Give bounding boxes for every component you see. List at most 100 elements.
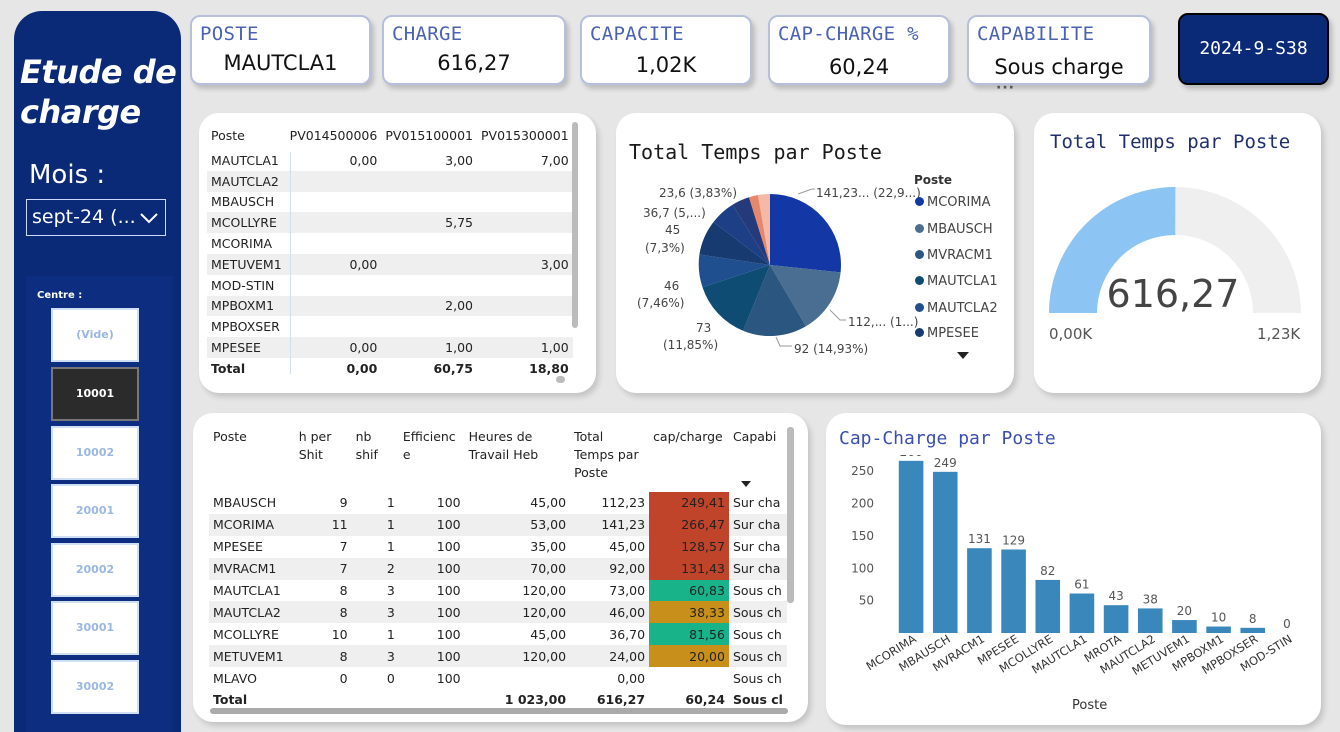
table-cell [477, 171, 573, 192]
bar-value-label: 61 [1074, 578, 1089, 592]
bar-mbausch[interactable] [932, 471, 958, 633]
legend-dot [915, 197, 924, 206]
table-row[interactable]: MAUTCLA2 [207, 170, 573, 192]
table-cell: 120,00 [522, 604, 567, 620]
table-row[interactable]: MAUTCLA1 0,00 3,00 7,00 [207, 150, 573, 171]
table-row[interactable]: MOD-STIN [207, 275, 573, 296]
column-header[interactable]: nb shif [355, 429, 378, 462]
mois-dropdown[interactable]: sept-24 (... [26, 199, 166, 236]
column-header[interactable]: PV015300001 [481, 127, 569, 143]
table-row[interactable]: MAUTCLA1 8 3 100 120,00 73,00 60,83 Sous ch [209, 579, 787, 602]
table-cell: 45,00 [530, 495, 567, 511]
table-row[interactable]: MLAVO 0 0 100 0,00 Sous ch [209, 667, 787, 689]
table-row[interactable]: MBAUSCH [207, 192, 573, 213]
table-row[interactable]: MCORIMA 11 1 100 53,00 141,23 266,47 Sur cha [209, 513, 787, 536]
table-cell: 100 [436, 539, 461, 555]
total-cell: 18,80 [477, 357, 573, 379]
matrix-scrollbar[interactable] [572, 122, 578, 328]
table-cell: 8 [339, 604, 348, 620]
legend-item[interactable]: MAUTCLA1 [915, 274, 998, 289]
gauge-chart[interactable] [1040, 180, 1310, 320]
legend-item[interactable]: MVRACM1 [915, 248, 993, 263]
table-cell: 92,00 [609, 561, 646, 577]
column-header[interactable]: PV015100001 [385, 127, 473, 143]
legend-item[interactable]: MBAUSCH [915, 222, 993, 237]
legend-item[interactable]: MCORIMA [915, 195, 991, 210]
table-cell: 10 [331, 626, 348, 642]
pie-chart[interactable] [690, 185, 850, 345]
legend-label: MBAUSCH [927, 222, 993, 237]
column-header[interactable]: Efficienc e [402, 429, 456, 462]
table-cell: 3 [386, 604, 395, 620]
y-tick-label: 50 [859, 594, 874, 608]
cap-charge-cell: 266,47 [649, 513, 729, 536]
table-cell: 7 [339, 539, 348, 555]
column-header[interactable]: Heures de Travail Heb [468, 429, 539, 462]
legend-dot [915, 328, 924, 337]
table-cell: 0 [386, 670, 395, 686]
legend-item[interactable]: MPESEE [915, 326, 979, 341]
bar-mcorima[interactable] [898, 460, 924, 633]
more-options-icon[interactable]: ··· [996, 80, 1015, 96]
table-row[interactable]: MPBOXM1 2,00 [207, 295, 573, 317]
centre-button[interactable]: 30001 [51, 601, 139, 655]
table-cell [286, 275, 382, 296]
table-cell: 100 [436, 583, 461, 598]
table-row[interactable]: MCOLLYRE 10 1 100 45,00 36,70 81,56 Sous ch [209, 623, 787, 646]
table-cell: 100 [436, 517, 461, 533]
total-cell: Total [209, 689, 295, 711]
bar-mpboxser[interactable] [1240, 627, 1266, 633]
table-row[interactable]: METUVEM1 8 3 100 120,00 24,00 20,00 Sous ch [209, 645, 787, 668]
bar-mrota[interactable] [1103, 605, 1129, 633]
matrix-scroll-handle[interactable] [556, 376, 565, 383]
bar-chart[interactable]: 50100150200250266MCORIMA249MBAUSCH131MVR… [826, 455, 1321, 720]
table-cell: MAUTCLA1 [213, 583, 281, 598]
centre-button[interactable]: 20001 [51, 484, 139, 538]
column-header[interactable]: Total Temps par Poste [574, 429, 639, 480]
column-header[interactable]: h per Shit [298, 429, 332, 462]
table-row[interactable]: MPESEE 7 1 100 35,00 45,00 128,57 Sur cha [209, 535, 787, 558]
bar-mpboxm1[interactable] [1206, 626, 1231, 633]
total-row: Total 1 023,00 616,27 60,24 Sous cl [209, 689, 787, 711]
legend-scroll-down-icon[interactable] [957, 352, 969, 360]
legend-item[interactable]: MAUTCLA2 [915, 301, 998, 316]
bar-mpesee[interactable] [1001, 549, 1026, 633]
table-row[interactable]: MAUTCLA2 8 3 100 120,00 46,00 38,33 Sous ch [209, 601, 787, 624]
column-header[interactable]: PV014500006 [289, 127, 378, 143]
bar-value-label: 249 [934, 456, 957, 470]
table-cell: Sous ch [732, 604, 782, 620]
bar-metuvem1[interactable] [1172, 620, 1197, 633]
bar-mcollyre[interactable] [1035, 579, 1061, 633]
column-header[interactable]: cap/charge [653, 429, 723, 444]
table-row[interactable]: METUVEM1 0,00 3,00 [207, 253, 573, 275]
table-row[interactable]: MPESEE 0,00 1,00 1,00 [207, 337, 573, 358]
table-row[interactable]: MCOLLYRE 5,75 [207, 212, 573, 234]
centre-button[interactable]: 10002 [51, 426, 139, 480]
total-cell: 1 023,00 [464, 689, 571, 711]
table-cell [477, 233, 573, 254]
table-row[interactable]: MCORIMA [207, 233, 573, 254]
centre-button[interactable]: (Vide) [51, 308, 139, 362]
centre-button[interactable]: 20002 [51, 543, 139, 597]
bar-mautcla2[interactable] [1137, 608, 1163, 633]
table-row[interactable]: MBAUSCH 9 1 100 45,00 112,23 249,41 Sur cha [209, 492, 787, 514]
centre-button[interactable]: 30002 [51, 660, 139, 714]
bar-mautcla1[interactable] [1069, 593, 1095, 633]
column-header[interactable]: Poste [211, 127, 245, 143]
detail-scrollbar-vertical[interactable] [787, 427, 794, 603]
column-header[interactable]: Capabi [732, 429, 777, 444]
total-cell: 0,00 [285, 357, 382, 379]
pie-slice-mautcla2 [698, 254, 770, 288]
centre-button[interactable]: 10001 [51, 367, 139, 421]
detail-scrollbar-horizontal[interactable] [210, 708, 788, 714]
bar-mvracm1[interactable] [967, 548, 992, 633]
bar-value-label: 38 [1143, 592, 1158, 606]
kpi-label: POSTE [200, 23, 259, 45]
column-header[interactable]: Poste [213, 429, 247, 444]
pie-label: 45 [665, 223, 681, 237]
sort-desc-icon[interactable] [741, 481, 751, 488]
table-row[interactable]: MPBOXSER [207, 316, 573, 337]
legend-label: MCORIMA [927, 195, 991, 210]
table-cell [286, 212, 382, 233]
table-row[interactable]: MVRACM1 7 2 100 70,00 92,00 131,43 Sur cha [209, 557, 787, 580]
